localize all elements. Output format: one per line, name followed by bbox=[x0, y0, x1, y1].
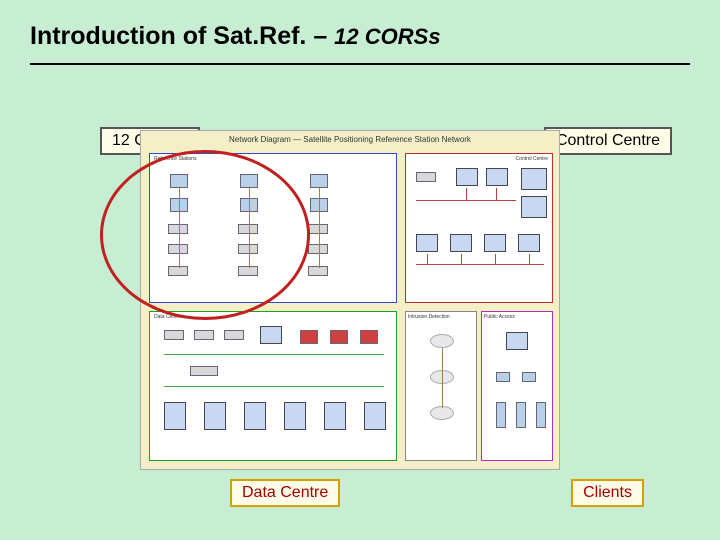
device-firewall bbox=[360, 330, 378, 344]
connector bbox=[466, 188, 467, 200]
title-sub: 12 CORSs bbox=[334, 24, 440, 49]
panel-control-centre: Control Centre bbox=[405, 153, 553, 303]
panel-cors-label: Reference Stations bbox=[154, 156, 197, 162]
connector bbox=[164, 354, 384, 355]
device-firewall bbox=[330, 330, 348, 344]
connector bbox=[319, 188, 320, 268]
device-pda bbox=[522, 372, 536, 382]
connector bbox=[416, 264, 544, 265]
device-receiver bbox=[170, 174, 188, 188]
device-phone bbox=[536, 402, 546, 428]
diagram-inner-title: Network Diagram — Satellite Positioning … bbox=[141, 135, 559, 144]
device-workstation bbox=[486, 168, 508, 186]
device-router bbox=[168, 224, 188, 234]
device-server-tower bbox=[324, 402, 346, 430]
connector bbox=[442, 348, 443, 408]
device-modem bbox=[168, 244, 188, 254]
connector bbox=[461, 254, 462, 264]
label-clients: Clients bbox=[571, 479, 644, 507]
device-server-tower bbox=[164, 402, 186, 430]
connector bbox=[249, 188, 250, 268]
connector bbox=[416, 200, 516, 201]
device-server-tower bbox=[244, 402, 266, 430]
device-modem bbox=[168, 266, 188, 276]
device-server bbox=[224, 330, 244, 340]
device-modem bbox=[238, 244, 258, 254]
device-pda bbox=[496, 372, 510, 382]
device-workstation bbox=[416, 234, 438, 252]
panel-data-centre: Data Centre bbox=[149, 311, 397, 461]
device-router bbox=[308, 224, 328, 234]
device-workstation bbox=[260, 326, 282, 344]
device-modem bbox=[308, 266, 328, 276]
connector bbox=[529, 254, 530, 264]
device-server-tower bbox=[364, 402, 386, 430]
device-phone bbox=[496, 402, 506, 428]
device-server-tower bbox=[204, 402, 226, 430]
page-title-area: Introduction of Sat.Ref. – 12 CORSs bbox=[0, 0, 720, 59]
device-display bbox=[521, 196, 547, 218]
panel-data-label: Data Centre bbox=[154, 314, 181, 320]
panel-intrusion: Intrusion Detection bbox=[405, 311, 477, 461]
network-diagram: Network Diagram — Satellite Positioning … bbox=[140, 130, 560, 470]
device-workstation bbox=[456, 168, 478, 186]
title-underline bbox=[30, 63, 690, 65]
connector bbox=[427, 254, 428, 264]
device-router bbox=[238, 224, 258, 234]
device-server bbox=[164, 330, 184, 340]
connector bbox=[164, 386, 384, 387]
device-receiver bbox=[310, 174, 328, 188]
device-phone bbox=[516, 402, 526, 428]
label-control-centre: Control Centre bbox=[544, 127, 672, 155]
device-client-pc bbox=[506, 332, 528, 350]
panel-control-label: Control Centre bbox=[515, 156, 548, 162]
panel-intrusion-label: Intrusion Detection bbox=[408, 314, 450, 320]
device-receiver bbox=[240, 174, 258, 188]
connector bbox=[179, 188, 180, 268]
cloud-icon bbox=[430, 406, 454, 420]
device-modem bbox=[238, 266, 258, 276]
device-hub bbox=[416, 172, 436, 182]
device-workstation bbox=[450, 234, 472, 252]
device-modem bbox=[308, 244, 328, 254]
panel-cors: Reference Stations bbox=[149, 153, 397, 303]
connector bbox=[496, 188, 497, 200]
device-server bbox=[194, 330, 214, 340]
device-workstation bbox=[518, 234, 540, 252]
device-display bbox=[521, 168, 547, 190]
panel-clients: Public Access bbox=[481, 311, 553, 461]
connector bbox=[495, 254, 496, 264]
title-main: Introduction of Sat.Ref. – bbox=[30, 22, 334, 50]
device-firewall bbox=[300, 330, 318, 344]
device-switch bbox=[190, 366, 218, 376]
cloud-icon bbox=[430, 334, 454, 348]
device-server-tower bbox=[284, 402, 306, 430]
label-data-centre: Data Centre bbox=[230, 479, 340, 507]
panel-clients-label: Public Access bbox=[484, 314, 515, 320]
device-workstation bbox=[484, 234, 506, 252]
